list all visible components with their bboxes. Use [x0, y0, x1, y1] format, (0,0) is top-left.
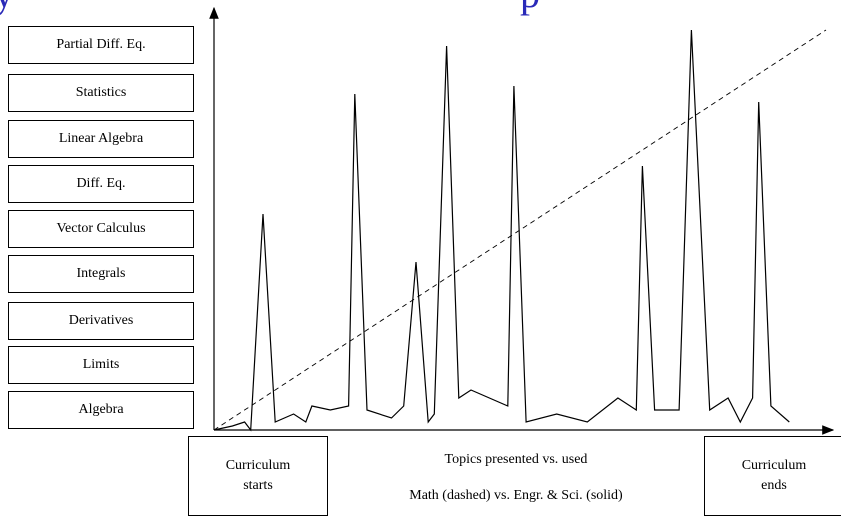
- topic-algebra: Algebra: [8, 391, 194, 429]
- topic-limits: Limits: [8, 346, 194, 384]
- curriculum-starts-box: Curriculum starts: [188, 436, 328, 516]
- topic-diff-eq: Diff. Eq.: [8, 165, 194, 203]
- topic-vector-calculus: Vector Calculus: [8, 210, 194, 248]
- chart-caption-line2: Math (dashed) vs. Engr. & Sci. (solid): [409, 488, 623, 503]
- slide-title: y p: [0, 0, 841, 20]
- curriculum-ends-box: Curriculum ends: [704, 436, 841, 516]
- curriculum-starts-line1: Curriculum: [225, 458, 291, 473]
- curriculum-starts-line2: starts: [243, 478, 273, 493]
- topic-derivatives: Derivatives: [8, 302, 194, 340]
- title-right-fragment: p: [520, 0, 540, 17]
- topic-integrals: Integrals: [8, 255, 194, 293]
- title-left-fragment: y: [0, 0, 14, 17]
- chart-caption-line1: Topics presented vs. used: [444, 452, 588, 467]
- engr-sci-solid-series-line: [213, 29, 790, 432]
- topic-statistics: Statistics: [8, 74, 194, 112]
- curriculum-ends-line2: ends: [761, 478, 787, 493]
- topic-linear-algebra: Linear Algebra: [8, 120, 194, 158]
- curriculum-ends-line1: Curriculum: [741, 458, 807, 473]
- math-dashed-series-line: [213, 29, 827, 431]
- topic-partial-diff-eq: Partial Diff. Eq.: [8, 26, 194, 64]
